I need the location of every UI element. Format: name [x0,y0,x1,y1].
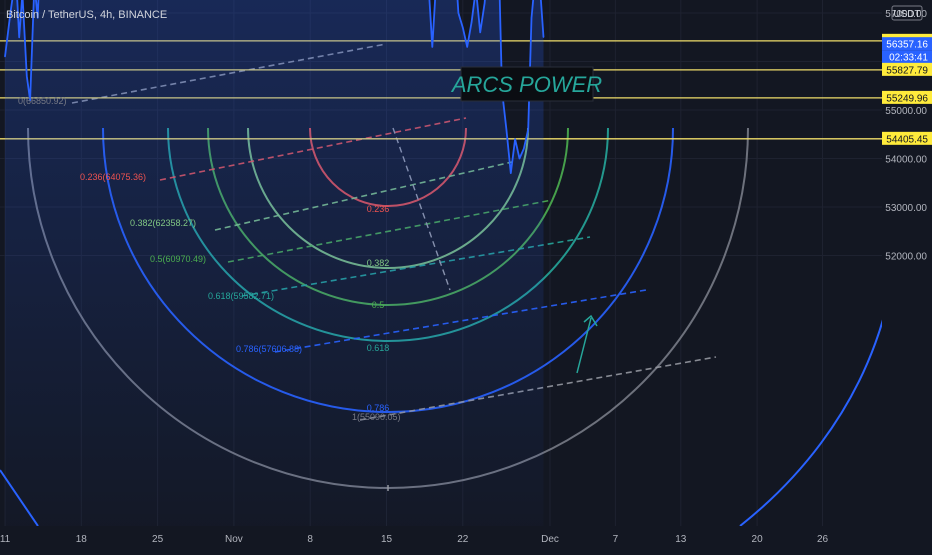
outer-blue-arc-right [739,319,882,526]
fib-level-label-6: 1(55090.05) [352,412,401,422]
price-point-106 [466,46,468,48]
price-point-120 [527,128,529,130]
trend-arrow [576,314,598,374]
x-tick-label-9: 13 [675,534,687,545]
price-point-117 [514,138,516,140]
arcs-power-annotation[interactable]: ARCS POWER [450,66,602,102]
price-point-8 [37,17,39,19]
price-point-0 [4,56,6,58]
currency-badge[interactable]: USDT [891,5,923,21]
price-label-text-2: 02:33:41 [889,53,928,64]
price-point-105 [462,26,464,29]
fib-arc-tag-0.236: 0.236 [367,204,390,214]
price-point-121 [530,17,533,19]
y-tick-label-16: 53000.00 [885,203,927,214]
x-tick-label-4: 8 [307,534,313,545]
price-point-116 [510,172,512,174]
x-tick-label-8: 7 [613,534,619,545]
price-point-107 [470,22,473,24]
x-tick-label-0: 11 [0,534,11,545]
fib-level-label-3: 0.5(60970.49) [150,254,206,264]
fib-labels: 0.236 0.382 0.5 0.618 0.786 0(66850.92) 0.236(… [18,96,401,491]
x-tick-label-2: 25 [152,534,164,545]
price-point-1 [9,12,12,14]
y-tick-label-15: 54000.00 [885,155,927,166]
y-tick-label-17: 52000.00 [885,252,927,263]
price-point-119 [523,148,525,150]
price-label-bg-4 [882,90,932,104]
annotation-title: ARCS POWER [450,72,602,97]
fib-arc-tag-0.618: 0.618 [367,343,390,353]
price-label-bg-3 [882,62,932,76]
price-label-bg-2 [882,50,932,64]
fib-arc-tag-0.382: 0.382 [367,258,390,268]
trend-arrow-shaft [576,317,592,374]
time-axis: 11 18 25 Nov 8 15 22 Dec 7 13 20 26 [0,534,828,545]
price-label-3[interactable]: 55827.79 [882,62,932,77]
x-tick-label-3: Nov [225,534,243,545]
price-point-124 [542,36,545,38]
fib-level-label-2: 0.382(62358.27) [130,218,196,228]
fib-arc-tag-0.786: 0.786 [367,403,390,413]
price-label-4[interactable]: 55249.96 [882,90,932,105]
price-label-2[interactable]: 02:33:41 [882,50,932,64]
price-point-6 [29,99,31,101]
price-labels: 56425.8556357.1602:33:4155827.7955249.96… [882,33,932,146]
x-tick-label-10: 20 [752,534,764,545]
price-axis-panel[interactable] [882,0,932,550]
price-label-5[interactable]: 54405.45 [882,131,932,146]
price-point-110 [484,2,486,4]
price-point-118 [518,157,521,160]
price-point-104 [457,12,460,14]
price-label-text-3: 55827.79 [886,65,928,76]
y-tick-label-14: 55000.00 [885,106,927,117]
price-point-98 [431,46,433,48]
price-area [5,0,544,526]
x-tick-label-1: 18 [76,534,88,545]
fib-level-label-5: 0.786(57606.88) [236,344,302,354]
price-point-5 [26,75,28,77]
x-tick-label-7: Dec [541,534,559,545]
price-label-text-1: 56357.16 [886,40,928,51]
price-label-1[interactable]: 56357.16 [882,37,932,51]
trend-arrow-head [583,314,598,327]
y-tick-label-12: 57000.00 [885,9,927,20]
price-point-115 [505,128,507,130]
x-tick-label-6: 22 [457,534,469,545]
x-tick-label-11: 26 [817,534,829,545]
x-tick-label-5: 15 [381,534,393,545]
price-label-text-4: 55249.96 [886,93,928,104]
price-point-109 [479,31,481,33]
fib-level-label-1: 0.236(64075.36) [80,172,146,182]
fib-level-label-4: 0.618(59582.71) [208,291,274,301]
time-axis-panel[interactable] [0,526,932,550]
symbol-title: Bitcoin / TetherUS, 4h, BINANCE [6,9,167,21]
currency-badge-label: USDT [893,9,920,20]
fib-arc-tag-0.5: 0.5 [372,300,385,310]
price-label-text-5: 54405.45 [886,134,928,145]
price-label-bg-5 [882,131,932,145]
price-series [4,0,545,526]
fib-level-label-0: 0(66850.92) [18,96,67,106]
price-label-bg-1 [882,37,932,51]
price-point-3 [18,36,20,38]
